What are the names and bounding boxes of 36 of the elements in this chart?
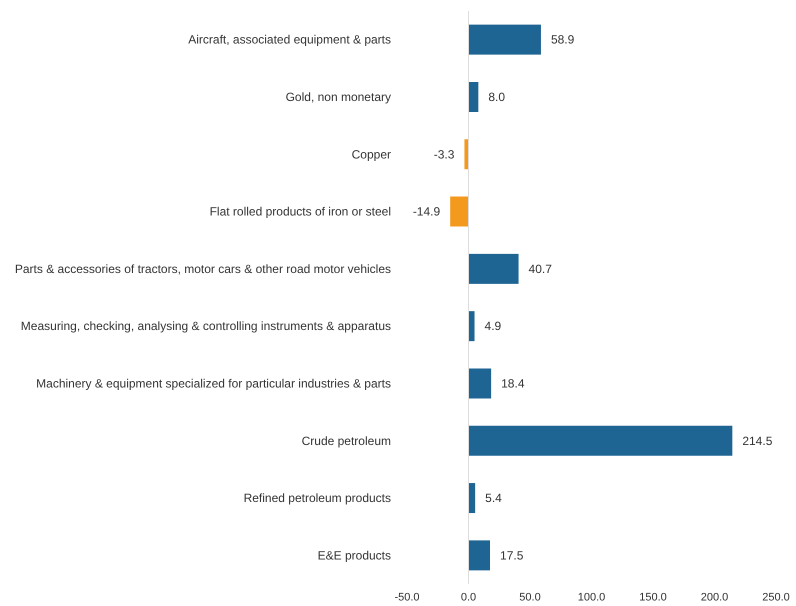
- y-tick-label: Gold, non monetary: [286, 90, 391, 104]
- bar: [468, 483, 476, 514]
- x-tick-label: 0.0: [460, 592, 476, 604]
- data-label: 18.4: [501, 376, 525, 390]
- x-tick-label: 200.0: [700, 592, 728, 604]
- y-tick-label: E&E products: [318, 548, 391, 562]
- y-tick-label: Flat rolled products of iron or steel: [210, 204, 391, 219]
- y-tick-label: Copper: [352, 147, 391, 162]
- data-label: 17.5: [500, 548, 524, 562]
- x-tick-label: -50.0: [394, 592, 420, 604]
- x-tick-label: 100.0: [578, 592, 606, 604]
- bar: [468, 82, 478, 112]
- data-label: 4.9: [484, 319, 502, 334]
- y-tick-label: Crude petroleum: [302, 434, 391, 448]
- data-label: 8.0: [488, 90, 506, 104]
- bar: [468, 368, 492, 398]
- data-label: -3.3: [434, 147, 455, 162]
- x-tick-label: 150.0: [639, 592, 667, 604]
- data-label: 5.4: [485, 491, 502, 506]
- bar: [468, 426, 732, 456]
- y-tick-label: Machinery & equipment specialized for particular industries & parts: [36, 376, 391, 390]
- x-tick-label: 50.0: [519, 592, 541, 604]
- data-label: -14.9: [412, 204, 440, 219]
- y-tick-label: Aircraft, associated equipment & parts: [188, 32, 391, 47]
- y-tick-label: Measuring, checking, analysing & controlling instruments & apparatus: [20, 319, 391, 334]
- data-label: 214.5: [742, 434, 773, 448]
- bar: [468, 254, 519, 284]
- data-label: 40.7: [528, 262, 552, 276]
- bar: [468, 24, 541, 55]
- data-label: 58.9: [550, 32, 575, 47]
- bar: [468, 311, 475, 342]
- bar: [468, 540, 490, 570]
- bar: [450, 196, 468, 227]
- x-tick-label: 250.0: [762, 592, 790, 604]
- y-tick-label: Refined petroleum products: [244, 491, 391, 506]
- y-tick-label: Parts & accessories of tractors, motor cars & other road motor vehicles: [14, 262, 391, 276]
